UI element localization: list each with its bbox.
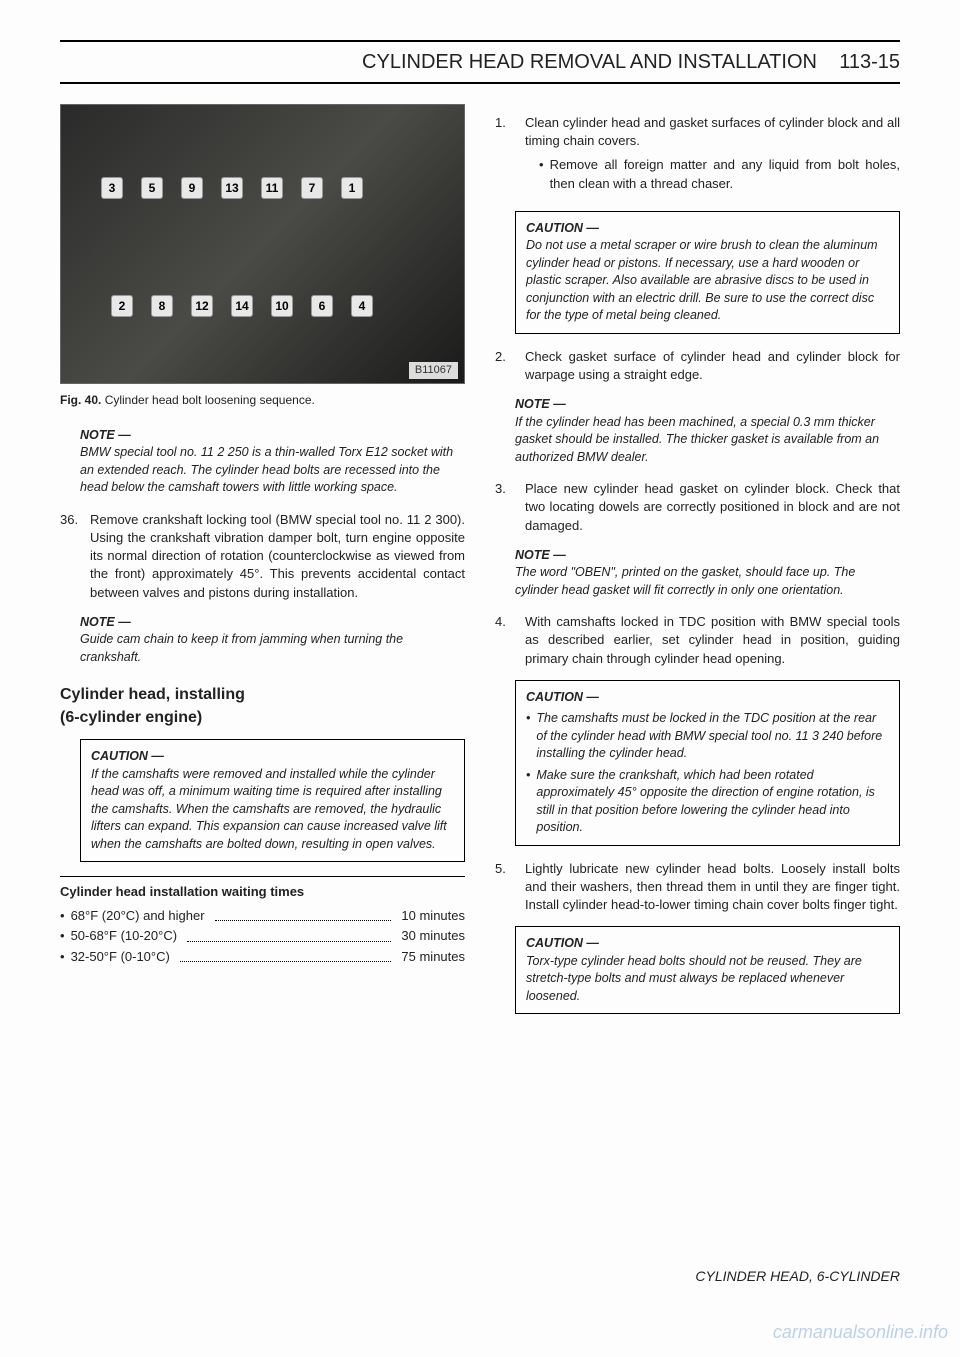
note-block: NOTE — Guide cam chain to keep it from j…	[80, 614, 465, 667]
section-heading: Cylinder head, installing (6-cylinder en…	[60, 684, 465, 729]
figure-caption-label: Fig. 40.	[60, 393, 101, 407]
bolt-label: 6	[311, 295, 333, 317]
bolt-label: 5	[141, 177, 163, 199]
dot-leader	[215, 903, 392, 921]
wait-times-block: Cylinder head installation waiting times…	[60, 876, 465, 966]
header-title: CYLINDER HEAD REMOVAL AND INSTALLATION	[362, 51, 817, 73]
bolt-label: 1	[341, 177, 363, 199]
left-column: 3 5 9 13 11 7 1 2 8 12 14 10 6 4 B11067 …	[60, 104, 465, 1028]
bolt-label: 3	[101, 177, 123, 199]
step-5: 5. Lightly lubricate new cylinder head b…	[495, 860, 900, 915]
caution-bullet: Make sure the crankshaft, which had been…	[526, 767, 889, 837]
sub-bullet-text: Remove all foreign matter and any liquid…	[550, 156, 900, 192]
bolt-label: 10	[271, 295, 293, 317]
bolt-label: 4	[351, 295, 373, 317]
step-number: 1.	[495, 114, 519, 199]
page-number: 113-15	[839, 51, 900, 73]
wait-temp: 68°F (20°C) and higher	[71, 907, 205, 925]
note-block: NOTE — The word "OBEN", printed on the g…	[515, 547, 900, 600]
step-36: 36. Remove crankshaft locking tool (BMW …	[60, 511, 465, 602]
bolt-label: 9	[181, 177, 203, 199]
bolt-label: 13	[221, 177, 243, 199]
bolt-label: 8	[151, 295, 173, 317]
page-header: CYLINDER HEAD REMOVAL AND INSTALLATION 1…	[60, 40, 900, 84]
note-label: NOTE —	[80, 614, 465, 632]
caution-box: CAUTION — Do not use a metal scraper or …	[515, 211, 900, 334]
note-label: NOTE —	[515, 396, 900, 414]
wait-times-title: Cylinder head installation waiting times	[60, 876, 465, 901]
wait-temp: 50-68°F (10-20°C)	[71, 927, 178, 945]
figure-caption-text: Cylinder head bolt loosening sequence.	[105, 393, 315, 407]
step-number: 3.	[495, 480, 519, 535]
caution-box: CAUTION — If the camshafts were removed …	[80, 739, 465, 862]
bolt-label: 2	[111, 295, 133, 317]
wait-line: 32-50°F (0-10°C) 75 minutes	[60, 948, 465, 966]
caution-label: CAUTION —	[91, 748, 454, 766]
watermark: carmanualsonline.info	[773, 1320, 948, 1345]
note-text: Guide cam chain to keep it from jamming …	[80, 631, 465, 666]
step-number: 4.	[495, 613, 519, 668]
section-line-a: Cylinder head, installing	[60, 686, 245, 703]
figure-id: B11067	[409, 362, 458, 379]
note-text: BMW special tool no. 11 2 250 is a thin-…	[80, 444, 465, 497]
step-text: Check gasket surface of cylinder head an…	[525, 348, 900, 384]
step-3: 3. Place new cylinder head gasket on cyl…	[495, 480, 900, 535]
step-2: 2. Check gasket surface of cylinder head…	[495, 348, 900, 384]
caution-box: CAUTION — Torx-type cylinder head bolts …	[515, 926, 900, 1014]
dot-leader	[180, 944, 392, 962]
bolt-row-top: 3 5 9 13 11 7 1	[101, 177, 363, 199]
step-number: 5.	[495, 860, 519, 915]
figure-caption: Fig. 40. Cylinder head bolt loosening se…	[60, 392, 465, 409]
right-column: 1. Clean cylinder head and gasket surfac…	[495, 104, 900, 1028]
step-text: Remove crankshaft locking tool (BMW spec…	[90, 511, 465, 602]
caution-text: If the camshafts were removed and instal…	[91, 766, 454, 854]
step-text: Clean cylinder head and gasket surfaces …	[525, 115, 900, 148]
caution-label: CAUTION —	[526, 689, 889, 707]
note-text: The word "OBEN", printed on the gasket, …	[515, 564, 900, 599]
step-text: Place new cylinder head gasket on cylind…	[525, 480, 900, 535]
note-block: NOTE — BMW special tool no. 11 2 250 is …	[80, 427, 465, 497]
wait-temp: 32-50°F (0-10°C)	[71, 948, 170, 966]
footer-text: CYLINDER HEAD, 6-CYLINDER	[695, 1267, 900, 1287]
note-text: If the cylinder head has been machined, …	[515, 414, 900, 467]
caution-bullet-text: Make sure the crankshaft, which had been…	[536, 767, 889, 837]
bolt-label: 11	[261, 177, 283, 199]
step-number: 36.	[60, 511, 84, 602]
step-1: 1. Clean cylinder head and gasket surfac…	[495, 114, 900, 199]
note-block: NOTE — If the cylinder head has been mac…	[515, 396, 900, 466]
sub-bullet: Remove all foreign matter and any liquid…	[539, 156, 900, 192]
dot-leader	[187, 923, 391, 941]
step-text: Lightly lubricate new cylinder head bolt…	[525, 860, 900, 915]
wait-time: 75 minutes	[401, 948, 465, 966]
note-label: NOTE —	[515, 547, 900, 565]
bolt-label: 14	[231, 295, 253, 317]
bolt-row-bottom: 2 8 12 14 10 6 4	[111, 295, 373, 317]
caution-bullet-text: The camshafts must be locked in the TDC …	[536, 710, 889, 763]
caution-text: Do not use a metal scraper or wire brush…	[526, 237, 889, 325]
bolt-label: 7	[301, 177, 323, 199]
bolt-label: 12	[191, 295, 213, 317]
caution-text: Torx-type cylinder head bolts should not…	[526, 953, 889, 1006]
figure-image: 3 5 9 13 11 7 1 2 8 12 14 10 6 4 B11067	[60, 104, 465, 384]
caution-label: CAUTION —	[526, 220, 889, 238]
caution-label: CAUTION —	[526, 935, 889, 953]
step-number: 2.	[495, 348, 519, 384]
caution-bullet: The camshafts must be locked in the TDC …	[526, 710, 889, 763]
note-label: NOTE —	[80, 427, 465, 445]
step-text: With camshafts locked in TDC position wi…	[525, 613, 900, 668]
wait-time: 10 minutes	[401, 907, 465, 925]
section-line-b: (6-cylinder engine)	[60, 709, 202, 726]
step-4: 4. With camshafts locked in TDC position…	[495, 613, 900, 668]
caution-box: CAUTION — The camshafts must be locked i…	[515, 680, 900, 846]
wait-time: 30 minutes	[401, 927, 465, 945]
